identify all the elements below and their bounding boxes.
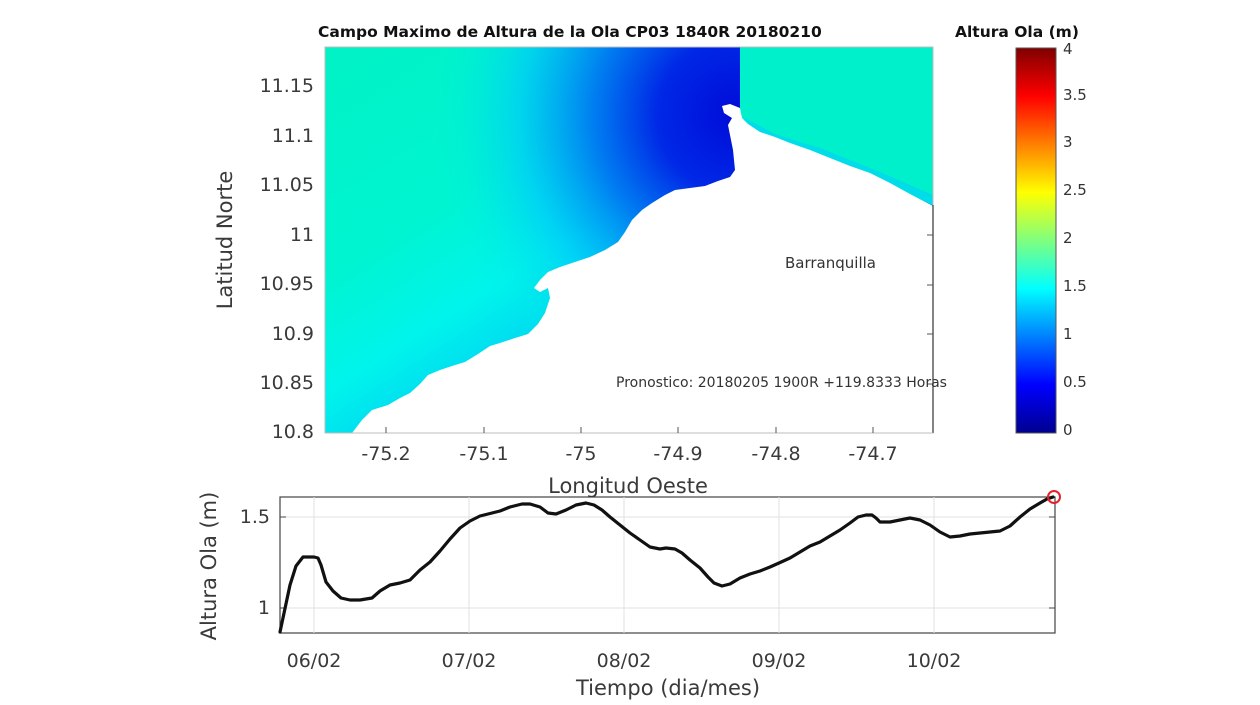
y-tick: 11.05 — [259, 174, 314, 196]
x-tick: -75.2 — [361, 443, 411, 465]
ts-x-tick: 06/02 — [286, 650, 342, 672]
y-tick: 11.1 — [271, 125, 314, 147]
y-tick: 11 — [289, 224, 314, 246]
colorbar — [1015, 47, 1057, 434]
city-label: Barranquilla — [785, 254, 876, 272]
colorbar-title: Altura Ola (m) — [955, 23, 1079, 41]
x-tick: -75 — [565, 443, 597, 465]
map-title: Campo Maximo de Altura de la Ola CP03 18… — [318, 23, 822, 41]
y-tick: 10.85 — [259, 372, 314, 394]
ts-x-tick: 08/02 — [596, 650, 652, 672]
colorbar-tick: 1 — [1063, 325, 1073, 343]
map-x-axis-label: Longitud Oeste — [548, 474, 708, 498]
wave-height-field — [325, 47, 933, 433]
x-tick: -75.1 — [459, 443, 509, 465]
timeseries-plot-area — [278, 490, 1061, 634]
x-tick: -74.7 — [848, 443, 898, 465]
ts-y-tick: 1 — [257, 597, 270, 619]
colorbar-tick: 3.5 — [1063, 86, 1087, 104]
colorbar-tick: 1.5 — [1063, 277, 1087, 295]
colorbar-tick: 0 — [1063, 421, 1073, 439]
ts-x-tick: 10/02 — [906, 650, 962, 672]
colorbar-tick: 2 — [1063, 229, 1073, 247]
map-y-axis-label: Latitud Norte — [213, 170, 237, 310]
ts-x-axis-label: Tiempo (dia/mes) — [575, 676, 761, 700]
map-x-ticks — [385, 234, 933, 433]
y-tick: 10.9 — [271, 323, 314, 345]
latest-value-marker — [1047, 490, 1061, 504]
ts-x-tick: 07/02 — [441, 650, 497, 672]
x-tick: -74.9 — [653, 443, 703, 465]
y-tick: 11.15 — [259, 75, 314, 97]
colorbar-tick: 0.5 — [1063, 373, 1087, 391]
ts-y-tick: 1.5 — [239, 506, 270, 528]
colorbar-tick: 3 — [1063, 133, 1073, 151]
land-mass — [352, 104, 933, 433]
colorbar-tick: 2.5 — [1063, 181, 1087, 199]
colorbar-tick: 4 — [1063, 40, 1073, 58]
y-tick: 10.95 — [259, 273, 314, 295]
ts-x-tick: 09/02 — [751, 650, 807, 672]
forecast-annotation: Pronostico: 20180205 1900R +119.8333 Hor… — [616, 375, 947, 391]
ts-y-axis-label: Altura Ola (m) — [197, 491, 221, 641]
wave-height-series — [278, 495, 1055, 634]
x-tick: -74.8 — [751, 443, 801, 465]
y-tick: 10.8 — [271, 421, 314, 443]
